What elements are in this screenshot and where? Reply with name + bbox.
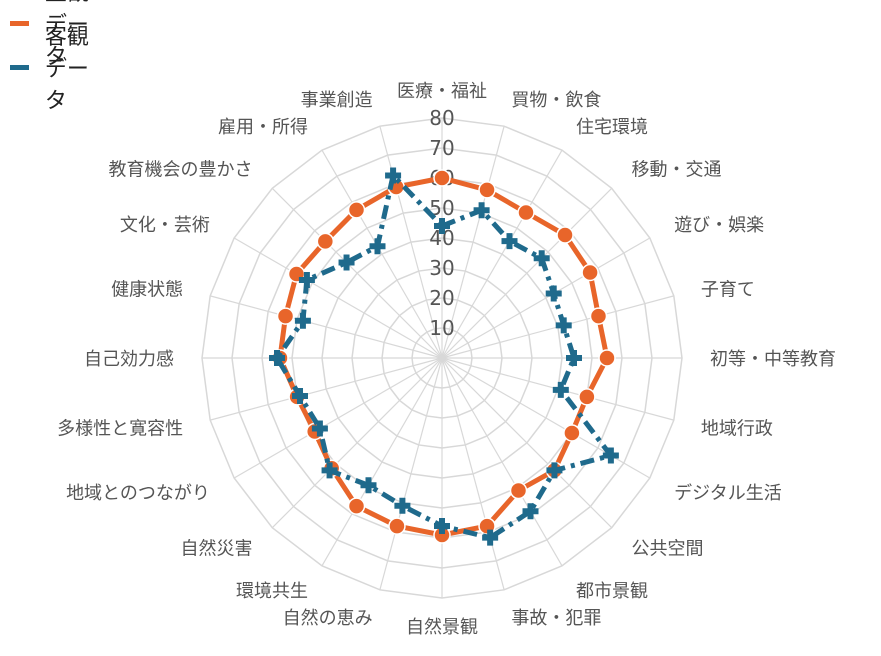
- category-label: 自然景観: [406, 617, 478, 638]
- tick-label: 30: [429, 256, 454, 280]
- data-point-objective: [602, 447, 619, 464]
- data-point-objective: [269, 350, 285, 366]
- data-point-objective: [360, 477, 377, 494]
- data-point-subjective: [316, 232, 335, 251]
- legend-label-subjective: 主観データ: [44, 0, 89, 70]
- data-point-subjective: [433, 169, 451, 187]
- data-point-objective: [545, 285, 562, 302]
- category-label: 移動・交通: [632, 159, 722, 180]
- data-point-objective: [338, 254, 355, 271]
- data-point-subjective: [509, 481, 528, 500]
- tick-label: 10: [429, 316, 454, 340]
- grid-spoke: [321, 149, 443, 359]
- category-label: 遊び・娯楽: [674, 215, 764, 236]
- grid-spoke: [233, 237, 443, 359]
- category-label: 文化・芸術: [120, 215, 210, 236]
- grid-spoke: [441, 126, 505, 359]
- category-label: 医療・福祉: [397, 81, 487, 102]
- grid-spoke: [321, 357, 443, 567]
- legend-label-objective: 客観データ: [44, 25, 89, 114]
- tick-label: 70: [429, 136, 454, 160]
- data-point-objective: [522, 503, 539, 520]
- data-point-objective: [294, 312, 311, 329]
- category-label: 公共空間: [632, 539, 704, 560]
- tick-label: 80: [429, 106, 454, 130]
- data-point-objective: [434, 218, 450, 234]
- grid-spoke: [210, 295, 443, 359]
- data-point-subjective: [347, 497, 366, 515]
- grid-spoke: [233, 357, 443, 479]
- category-label: 自然の恵み: [283, 608, 373, 629]
- category-label: 多様性と寛容性: [57, 418, 183, 439]
- legend-item-subjective: 主観データ: [10, 0, 92, 70]
- data-point-subjective: [276, 307, 295, 325]
- category-label: 事故・犯罪: [511, 608, 601, 629]
- data-point-objective: [321, 462, 338, 479]
- data-point-subjective: [388, 517, 406, 535]
- data-point-objective: [385, 167, 402, 184]
- data-point-objective: [533, 250, 550, 267]
- grid-spoke: [210, 357, 443, 421]
- data-point-subjective: [578, 388, 596, 406]
- data-point-objective: [434, 518, 450, 534]
- category-label: 健康状態: [111, 280, 183, 301]
- category-label: 都市景観: [576, 581, 648, 602]
- data-point-objective: [473, 202, 490, 219]
- data-point-subjective: [589, 307, 608, 325]
- data-point-subjective: [556, 226, 574, 244]
- category-label: 地域とのつながり: [66, 483, 210, 504]
- data-point-objective: [482, 529, 499, 546]
- category-label: 雇用・所得: [218, 117, 308, 138]
- category-label: 子育て: [701, 280, 755, 301]
- grid-spoke: [441, 149, 563, 359]
- data-point-subjective: [598, 349, 616, 367]
- data-point-objective: [566, 350, 582, 366]
- legend-item-objective: 客観データ: [10, 25, 92, 114]
- grid-spoke: [379, 357, 443, 590]
- category-label: 自然災害: [180, 539, 252, 560]
- data-point-subjective: [563, 424, 581, 442]
- grid-spoke: [441, 187, 613, 359]
- grid-spoke: [441, 357, 563, 567]
- data-point-objective: [394, 497, 411, 514]
- data-point-subjective: [581, 263, 599, 282]
- grid-spoke: [271, 357, 443, 529]
- data-point-subjective: [478, 181, 496, 199]
- data-point-objective: [552, 381, 569, 398]
- category-label: 教育機会の豊かさ: [108, 159, 252, 180]
- legend-swatch-objective: [10, 64, 29, 70]
- grid-spoke: [379, 126, 443, 359]
- category-label: 住宅環境: [576, 117, 648, 138]
- data-point-objective: [292, 388, 309, 405]
- data-point-objective: [298, 272, 315, 288]
- grid-spoke: [441, 357, 651, 479]
- category-label: デジタル生活: [674, 483, 782, 504]
- category-label: 買物・飲食: [511, 90, 601, 111]
- data-point-subjective: [517, 203, 535, 222]
- category-label: 地域行政: [701, 418, 773, 439]
- grid-spoke: [441, 237, 651, 359]
- grid-spoke: [271, 187, 443, 359]
- data-point-objective: [369, 238, 386, 255]
- data-point-objective: [555, 317, 572, 334]
- category-label: 初等・中等教育: [710, 349, 836, 370]
- data-point-objective: [311, 420, 328, 437]
- category-label: 環境共生: [236, 581, 308, 602]
- data-point-objective: [546, 462, 563, 479]
- data-point-objective: [501, 233, 518, 250]
- grid-spoke: [441, 357, 613, 529]
- data-point-subjective: [347, 201, 366, 219]
- tick-label: 20: [429, 286, 454, 310]
- category-label: 自己効力感: [84, 349, 174, 370]
- grid-spoke: [441, 357, 505, 590]
- category-label: 事業創造: [301, 90, 373, 111]
- legend-swatch-subjective: [10, 20, 29, 26]
